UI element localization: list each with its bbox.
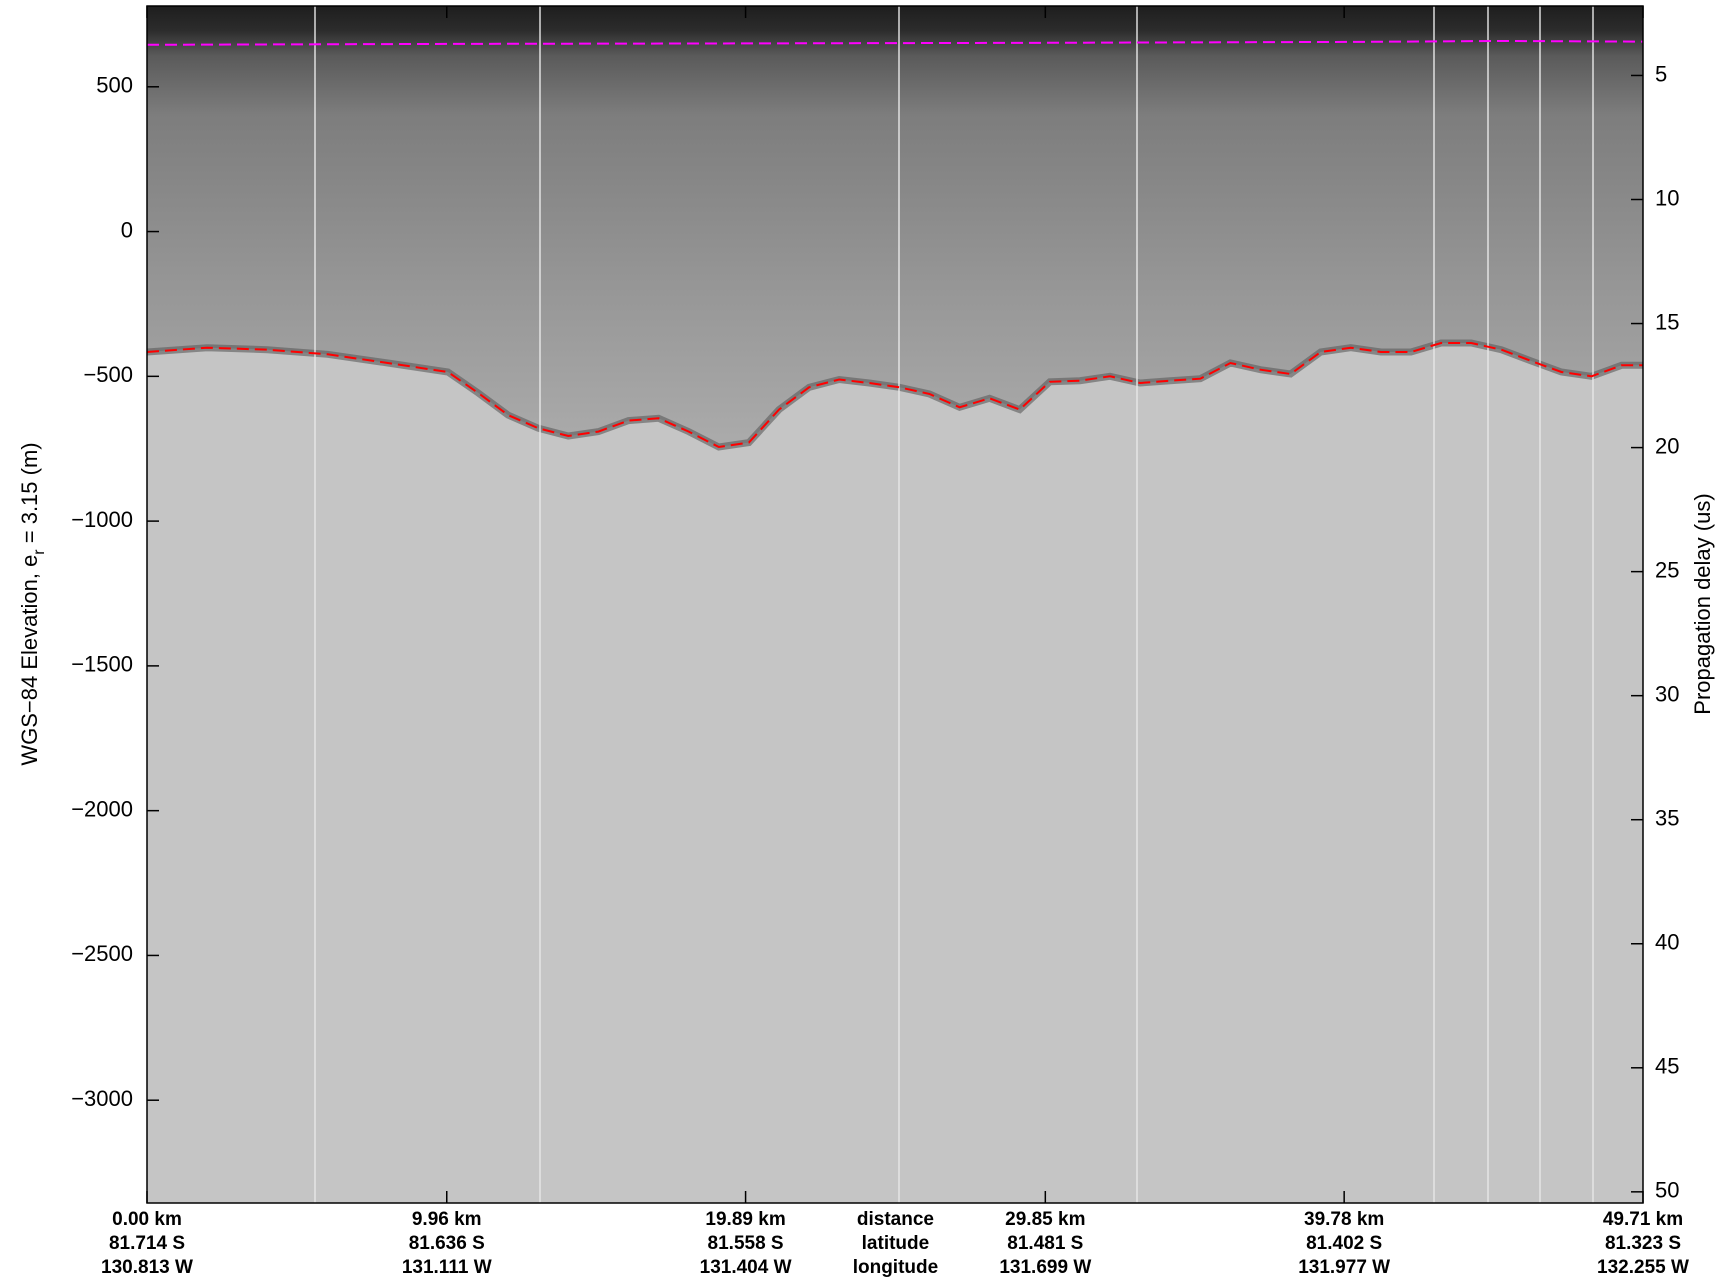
y-tick-label: 500: [96, 73, 133, 98]
x-legend-label: latitude: [862, 1233, 930, 1254]
y2-tick-label: 40: [1655, 930, 1679, 955]
y-tick-label: −2000: [71, 796, 133, 821]
x-tick-label: 0.00 km: [112, 1209, 182, 1230]
x-tick-latitude: 81.714 S: [109, 1233, 185, 1254]
series-line: [146, 342, 1643, 449]
y2-tick-label: 5: [1655, 61, 1667, 86]
y-tick-label: 0: [121, 217, 133, 242]
y-axis-label: WGS−84 Elevation, er = 3.15 (m): [17, 442, 48, 765]
y2-tick-label: 15: [1655, 309, 1679, 334]
series-line: [146, 39, 1644, 46]
x-tick-longitude: 131.699 W: [999, 1257, 1091, 1278]
y2-tick-label: 30: [1655, 681, 1679, 706]
x-tick-longitude: 132.255 W: [1597, 1257, 1689, 1278]
x-tick-latitude: 81.323 S: [1605, 1233, 1681, 1254]
y2-tick-label: 10: [1655, 185, 1679, 210]
x-tick-latitude: 81.402 S: [1306, 1233, 1382, 1254]
x-tick-longitude: 131.111 W: [402, 1257, 492, 1278]
x-tick-latitude: 81.636 S: [409, 1233, 485, 1254]
x-tick-latitude: 81.558 S: [708, 1233, 784, 1254]
ice-column: [147, 6, 1643, 447]
x-tick-latitude: 81.481 S: [1007, 1233, 1083, 1254]
y2-tick-label: 20: [1655, 433, 1679, 458]
y-tick-label: −2500: [71, 941, 133, 966]
x-tick-label: 39.78 km: [1304, 1209, 1384, 1230]
y2-tick-label: 45: [1655, 1054, 1679, 1079]
x-tick-longitude: 131.404 W: [700, 1257, 792, 1278]
x-legend-label: distance: [857, 1209, 934, 1230]
y2-tick-label: 25: [1655, 557, 1679, 582]
plot-frame: [146, 5, 1644, 1204]
x-tick-label: 49.71 km: [1603, 1209, 1683, 1230]
y-tick-label: −500: [83, 362, 133, 387]
x-tick-label: 9.96 km: [412, 1209, 482, 1230]
x-tick-longitude: 130.813 W: [101, 1257, 193, 1278]
y-tick-label: −3000: [71, 1086, 133, 1111]
x-legend-label: longitude: [853, 1257, 938, 1278]
x-tick-label: 19.89 km: [705, 1209, 785, 1230]
x-tick-label: 29.85 km: [1005, 1209, 1085, 1230]
x-tick-longitude: 131.977 W: [1298, 1257, 1390, 1278]
y2-tick-label: 50: [1655, 1178, 1679, 1203]
y2-tick-label: 35: [1655, 806, 1679, 831]
y-tick-label: −1000: [71, 507, 133, 532]
streaks: [314, 6, 1594, 1203]
y-tick-label: −1500: [71, 652, 133, 677]
y2-axis-label: Propagation delay (us): [1690, 493, 1715, 714]
